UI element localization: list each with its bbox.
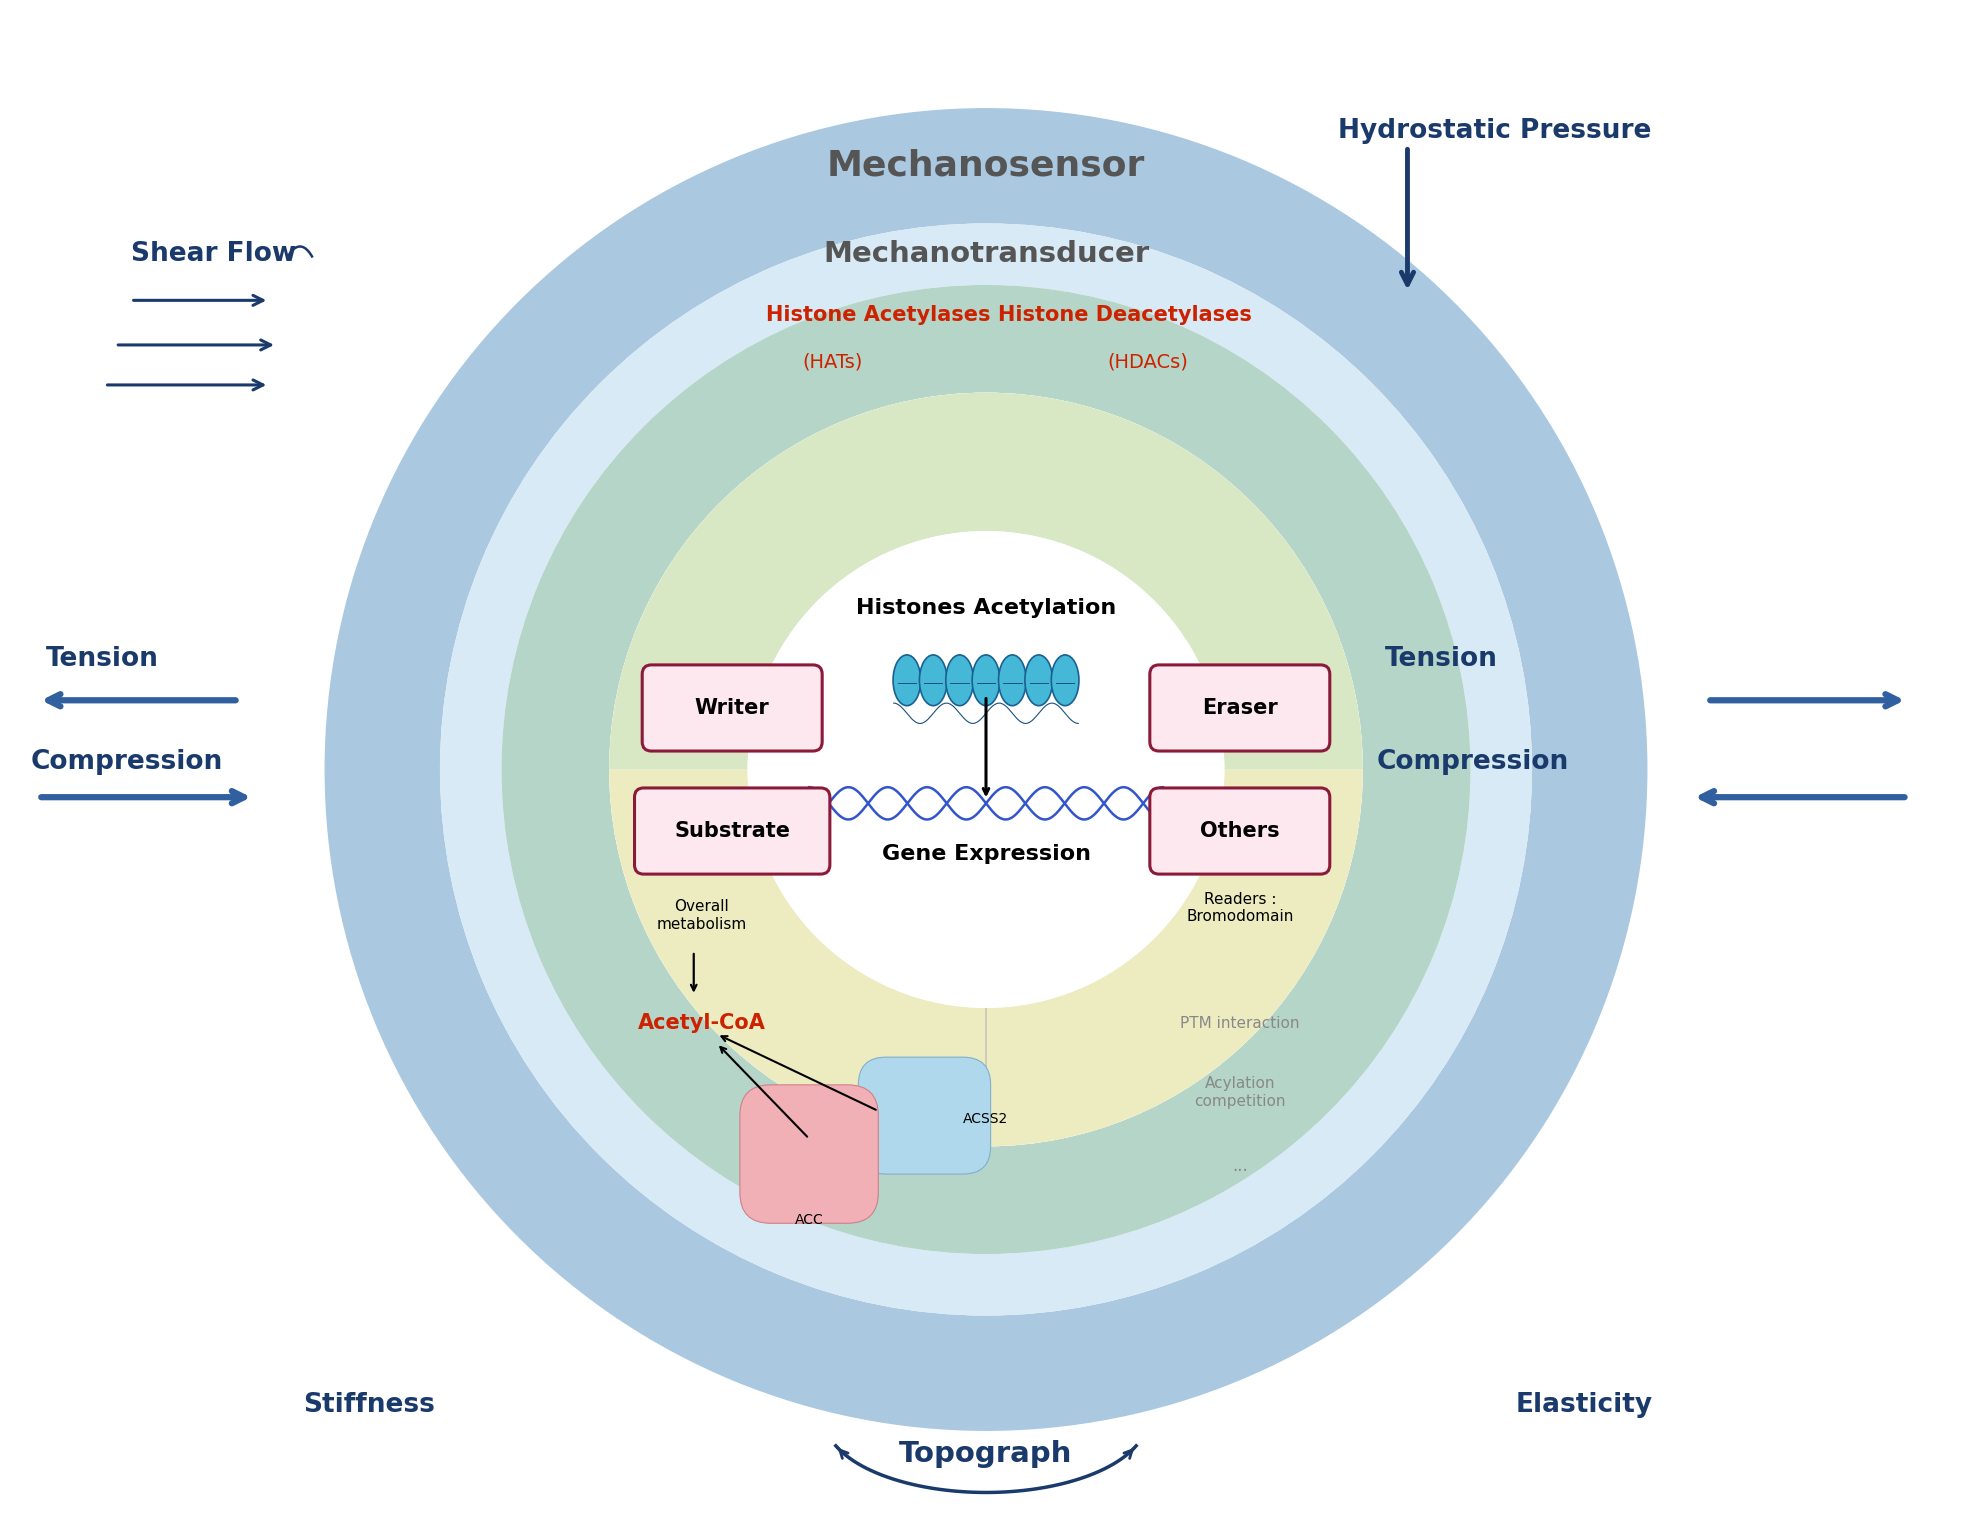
- Ellipse shape: [893, 656, 921, 706]
- Text: ACC: ACC: [795, 1213, 824, 1227]
- Ellipse shape: [972, 656, 1000, 706]
- Text: ...: ...: [1232, 1157, 1248, 1176]
- FancyBboxPatch shape: [643, 665, 822, 751]
- Text: (HDACs): (HDACs): [1106, 352, 1187, 372]
- Ellipse shape: [998, 656, 1025, 706]
- Wedge shape: [609, 770, 1363, 1147]
- Circle shape: [747, 531, 1225, 1008]
- FancyBboxPatch shape: [740, 1085, 878, 1224]
- Text: Hydrostatic Pressure: Hydrostatic Pressure: [1339, 119, 1653, 145]
- Text: Writer: Writer: [694, 699, 769, 719]
- Text: Elasticity: Elasticity: [1516, 1391, 1653, 1417]
- Ellipse shape: [1051, 656, 1079, 706]
- Text: Overall
metabolism: Overall metabolism: [657, 899, 747, 931]
- Text: Topograph: Topograph: [899, 1441, 1073, 1468]
- Text: ACSS2: ACSS2: [962, 1111, 1008, 1125]
- FancyBboxPatch shape: [858, 1057, 990, 1174]
- Wedge shape: [440, 223, 1532, 1316]
- Text: Compression: Compression: [32, 749, 223, 774]
- Text: Compression: Compression: [1376, 749, 1570, 774]
- Text: Others: Others: [1201, 820, 1280, 840]
- Wedge shape: [609, 392, 1363, 770]
- Ellipse shape: [1025, 656, 1053, 706]
- Text: (HATs): (HATs): [803, 352, 862, 372]
- Text: Tension: Tension: [1384, 646, 1497, 671]
- Wedge shape: [325, 108, 1647, 1431]
- Circle shape: [609, 392, 1363, 1147]
- FancyBboxPatch shape: [1150, 665, 1329, 751]
- Ellipse shape: [947, 656, 974, 706]
- Text: PTM interaction: PTM interaction: [1179, 1016, 1300, 1031]
- Text: Mechanotransducer: Mechanotransducer: [822, 240, 1150, 268]
- FancyBboxPatch shape: [1150, 788, 1329, 874]
- Text: Readers :
Bromodomain: Readers : Bromodomain: [1185, 891, 1294, 923]
- Text: Eraser: Eraser: [1201, 699, 1278, 719]
- Text: Tension: Tension: [45, 646, 160, 671]
- Text: Histone Acetylases: Histone Acetylases: [765, 305, 990, 325]
- Text: Gene Expression: Gene Expression: [881, 843, 1091, 863]
- Text: Stiffness: Stiffness: [304, 1391, 436, 1417]
- Text: Histone Deacetylases: Histone Deacetylases: [998, 305, 1252, 325]
- Text: Shear Flow: Shear Flow: [130, 242, 296, 268]
- Text: Substrate: Substrate: [674, 820, 791, 840]
- FancyBboxPatch shape: [635, 788, 830, 874]
- Text: Mechanosensor: Mechanosensor: [826, 149, 1146, 183]
- Wedge shape: [501, 285, 1471, 1254]
- Text: Histones Acetylation: Histones Acetylation: [856, 599, 1116, 619]
- Text: Acylation
competition: Acylation competition: [1195, 1076, 1286, 1108]
- Ellipse shape: [919, 656, 947, 706]
- Text: Acetyl-CoA: Acetyl-CoA: [637, 1013, 765, 1033]
